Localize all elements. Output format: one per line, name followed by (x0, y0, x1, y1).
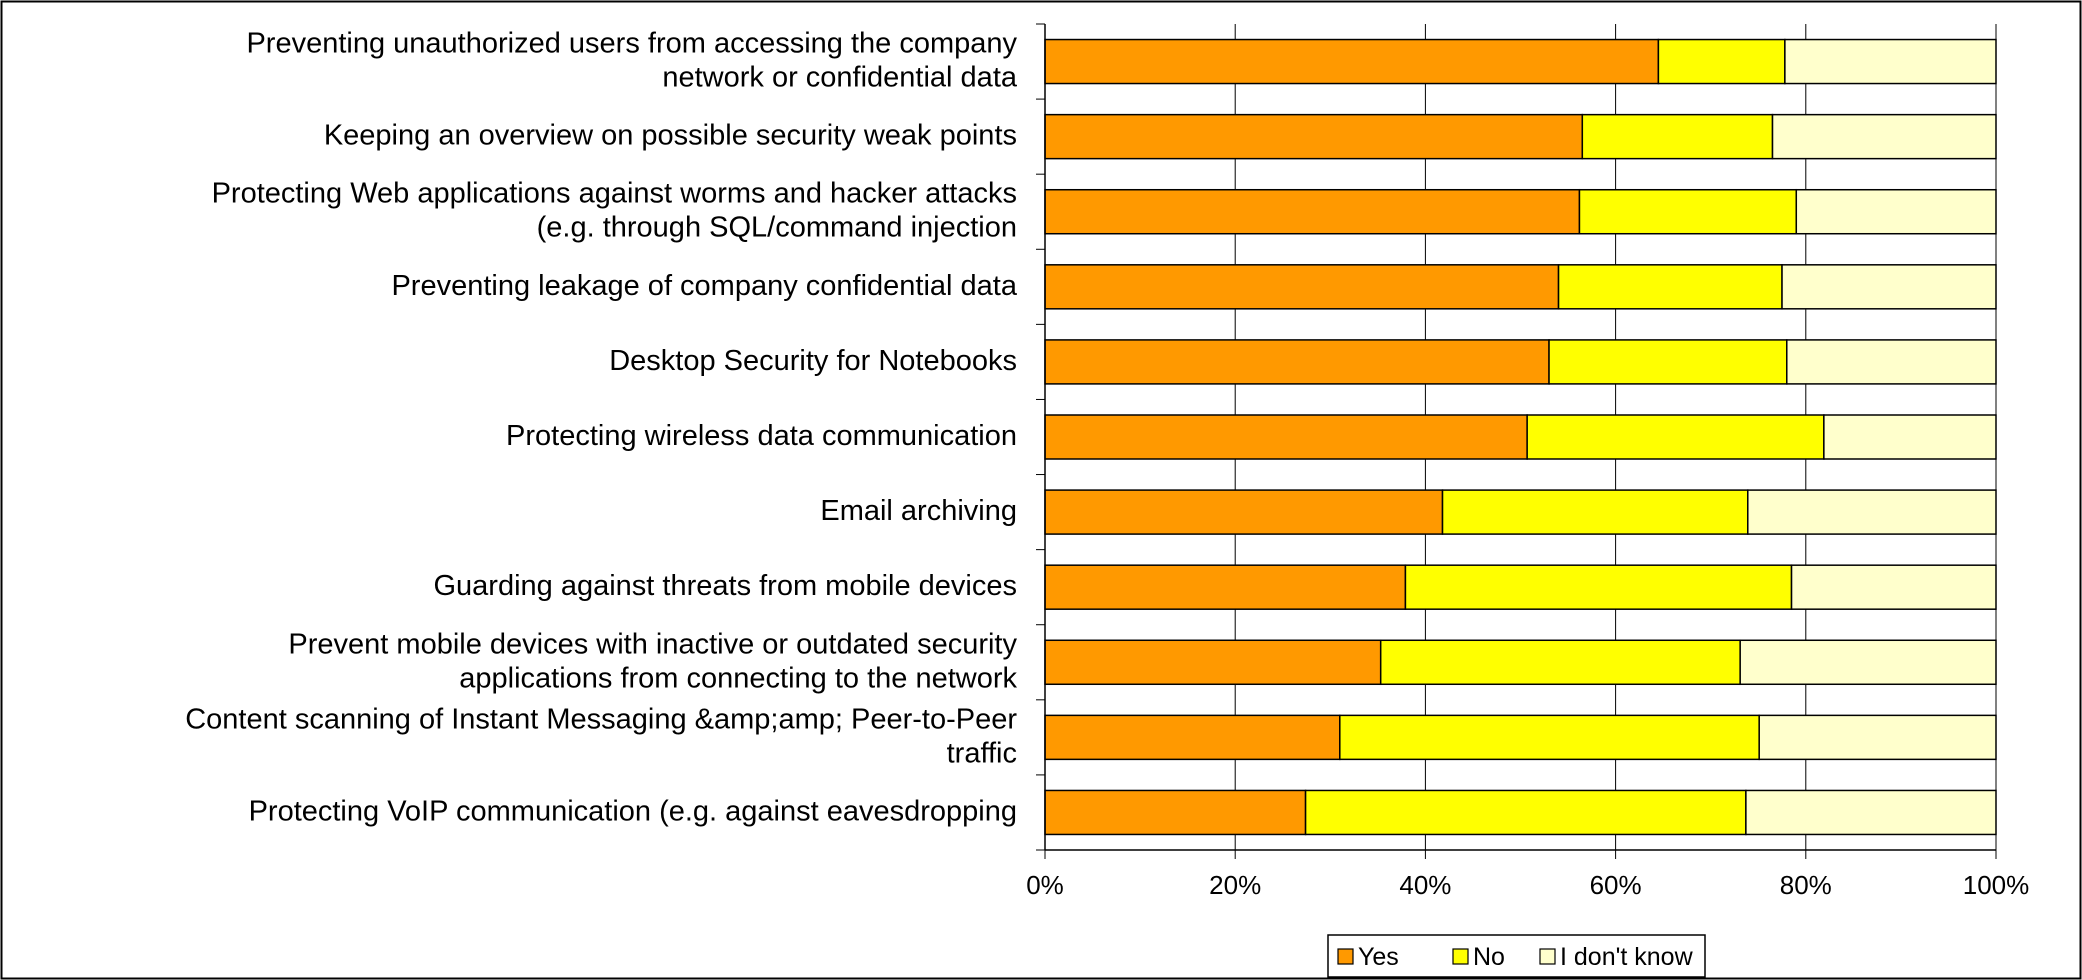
bar-i-don-t-know-9 (1739, 639, 1997, 686)
bar-no-6 (1526, 414, 1825, 460)
legend-label: I don't know (1560, 943, 1694, 971)
category-label-line: Desktop Security for Notebooks (609, 345, 1017, 377)
x-tick-label: 40% (1399, 870, 1451, 900)
legend: Yes No I don't know (1327, 934, 1706, 978)
bar-yes-6 (1044, 414, 1528, 460)
bars (1044, 38, 1997, 836)
bar-no-10 (1339, 714, 1760, 761)
bar-yes-11 (1044, 789, 1307, 836)
x-tick-label: 100% (1963, 870, 2030, 900)
category-label: Guarding against threats from mobile dev… (433, 570, 1017, 602)
bar-yes-8 (1044, 564, 1407, 610)
bar-i-don-t-know-2 (1771, 113, 1997, 160)
bar-i-don-t-know-8 (1790, 564, 1997, 610)
category-label: Preventing unauthorized users from acces… (246, 27, 1017, 93)
category-label: Prevent mobile devices with inactive or … (288, 628, 1017, 694)
legend-box (1327, 934, 1706, 978)
category-label: Protecting wireless data communication (506, 420, 1017, 452)
category-label-line: Email archiving (820, 495, 1017, 527)
bar-i-don-t-know-10 (1758, 714, 1997, 761)
category-label: Email archiving (820, 495, 1017, 527)
bar-i-don-t-know-1 (1784, 38, 1997, 85)
category-label-line: Prevent mobile devices with inactive or … (288, 628, 1017, 660)
legend-label: Yes (1358, 943, 1399, 971)
category-label-line: (e.g. through SQL/command injection (537, 211, 1017, 243)
x-tick-labels: 0% 20% 40% 60% 80% 100% (1026, 870, 2029, 900)
bar-i-don-t-know-3 (1795, 188, 1997, 235)
category-label-line: network or confidential data (662, 61, 1018, 93)
legend-label: No (1473, 943, 1505, 971)
category-label-line: Preventing unauthorized users from acces… (246, 27, 1017, 59)
bar-yes-10 (1044, 714, 1341, 761)
bar-yes-2 (1044, 113, 1584, 160)
category-label-line: Keeping an overview on possible security… (324, 119, 1017, 151)
bar-yes-3 (1044, 188, 1581, 235)
bar-i-don-t-know-6 (1823, 414, 1997, 460)
category-label-line: Protecting VoIP communication (e.g. agai… (249, 795, 1017, 827)
category-label-line: applications from connecting to the netw… (459, 662, 1017, 694)
legend-swatch (1539, 948, 1556, 965)
category-label-line: Preventing leakage of company confidenti… (391, 269, 1017, 301)
axes (1036, 23, 1997, 859)
bar-no-4 (1557, 264, 1783, 310)
bar-no-8 (1404, 564, 1793, 610)
bar-no-3 (1578, 188, 1798, 235)
category-label-line: Protecting Web applications against worm… (212, 177, 1017, 209)
category-label: Keeping an overview on possible security… (324, 119, 1017, 151)
category-label-line: Protecting wireless data communication (506, 420, 1017, 452)
category-label: Protecting VoIP communication (e.g. agai… (249, 795, 1017, 827)
x-tick-label: 0% (1026, 870, 1064, 900)
x-tick-label: 60% (1590, 870, 1642, 900)
category-label-line: Content scanning of Instant Messaging &a… (185, 703, 1017, 735)
category-labels: Preventing unauthorized users from acces… (185, 27, 1018, 827)
bar-no-11 (1304, 789, 1747, 836)
bar-yes-7 (1044, 489, 1444, 535)
category-label: Preventing leakage of company confidenti… (391, 269, 1017, 301)
bar-no-1 (1657, 38, 1786, 85)
bar-yes-5 (1044, 339, 1550, 385)
bar-no-7 (1441, 489, 1749, 535)
bar-i-don-t-know-11 (1745, 789, 1997, 836)
category-label: Desktop Security for Notebooks (609, 345, 1017, 377)
category-label-line: traffic (947, 737, 1017, 769)
legend-swatch (1452, 948, 1469, 965)
category-label-line: Guarding against threats from mobile dev… (433, 570, 1017, 602)
category-label: Protecting Web applications against worm… (212, 177, 1017, 243)
bar-no-5 (1548, 339, 1788, 385)
bar-yes-9 (1044, 639, 1382, 686)
bar-no-9 (1379, 639, 1741, 686)
bar-yes-1 (1044, 38, 1660, 85)
category-label: Content scanning of Instant Messaging &a… (185, 703, 1017, 769)
x-tick-label: 80% (1780, 870, 1832, 900)
legend-swatch (1337, 948, 1354, 965)
bar-i-don-t-know-5 (1786, 339, 1997, 385)
bar-no-2 (1581, 113, 1774, 160)
bar-yes-4 (1044, 264, 1560, 310)
x-tick-label: 20% (1209, 870, 1261, 900)
bar-i-don-t-know-7 (1747, 489, 1997, 535)
bar-i-don-t-know-4 (1781, 264, 1997, 310)
